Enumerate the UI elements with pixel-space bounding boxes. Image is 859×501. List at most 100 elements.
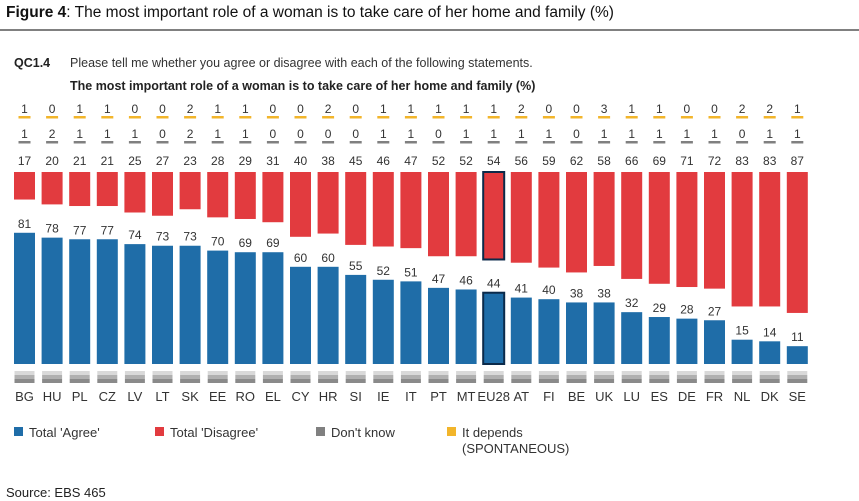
- question-code: QC1.4: [14, 56, 50, 70]
- flag-stripe: [511, 379, 532, 383]
- agree-label: 47: [432, 272, 446, 286]
- disagree-bar: [566, 172, 587, 273]
- at-flag-icon: [511, 371, 532, 383]
- flag-stripe: [97, 379, 118, 383]
- it-depends-label: 0: [49, 102, 56, 116]
- agree-bar: [152, 245, 173, 364]
- agree-label: 40: [542, 283, 556, 297]
- disagree-label: 87: [791, 154, 805, 168]
- disagree-label: 28: [211, 154, 225, 168]
- dont-know-bar: [156, 141, 169, 144]
- disagree-label: 17: [18, 154, 32, 168]
- flag-stripe: [704, 375, 725, 379]
- flag-stripe: [483, 371, 504, 375]
- category-label: AT: [513, 389, 529, 404]
- agree-bar: [41, 237, 63, 364]
- it-depends-bar: [128, 116, 141, 119]
- flag-stripe: [428, 371, 449, 375]
- legend-label: It depends: [462, 425, 523, 440]
- it-depends-bar: [625, 116, 638, 119]
- it-depends-bar: [460, 116, 473, 119]
- flag-stripe: [97, 371, 118, 375]
- disagree-bar: [482, 171, 506, 261]
- flag-stripe: [621, 371, 642, 375]
- dont-know-bar: [515, 141, 528, 144]
- dont-know-label: 1: [132, 127, 139, 141]
- category-label: SK: [181, 389, 199, 404]
- it-depends-label: 1: [628, 102, 635, 116]
- flag-stripe: [235, 371, 256, 375]
- it-depends-label: 2: [766, 102, 773, 116]
- agree-label: 15: [735, 324, 749, 338]
- si-flag-icon: [345, 371, 366, 383]
- dont-know-label: 1: [656, 127, 663, 141]
- disagree-label: 54: [487, 154, 501, 168]
- flag-stripe: [759, 379, 780, 383]
- agree-label: 44: [487, 277, 501, 291]
- agree-bar: [455, 289, 477, 364]
- flag-stripe: [676, 371, 697, 375]
- disagree-bar: [538, 172, 560, 268]
- ee-flag-icon: [207, 371, 228, 383]
- cy-flag-icon: [290, 371, 311, 383]
- agree-label: 73: [156, 230, 170, 244]
- disagree-label: 72: [708, 154, 722, 168]
- lv-flag-icon: [124, 371, 145, 383]
- it-depends-label: 3: [601, 102, 608, 116]
- category-label: IT: [405, 389, 417, 404]
- cz-flag-icon: [97, 371, 118, 383]
- it-depends-bar: [156, 116, 169, 119]
- it-depends-bar: [763, 116, 776, 119]
- dont-know-bar: [708, 141, 721, 144]
- flag-stripe: [566, 375, 587, 379]
- fi-flag-icon: [538, 371, 559, 383]
- dont-know-label: 1: [21, 127, 28, 141]
- flag-stripe: [152, 371, 173, 375]
- category-label: PL: [72, 389, 88, 404]
- flag-stripe: [538, 379, 559, 383]
- agree-label: 77: [73, 223, 87, 237]
- dont-know-label: 1: [214, 127, 221, 141]
- disagree-bar: [648, 172, 670, 284]
- agree-label: 27: [708, 304, 722, 318]
- flag-stripe: [373, 371, 394, 375]
- disagree-label: 46: [377, 154, 391, 168]
- agree-bar: [704, 320, 725, 364]
- disagree-bar: [704, 172, 725, 289]
- flag-stripe: [732, 375, 753, 379]
- flag-stripe: [14, 379, 35, 383]
- category-label: RO: [236, 389, 256, 404]
- disagree-label: 71: [680, 154, 694, 168]
- dont-know-bar: [625, 141, 638, 144]
- disagree-label: 23: [183, 154, 197, 168]
- disagree-label: 66: [625, 154, 639, 168]
- flag-stripe: [97, 375, 118, 379]
- agree-bar: [482, 291, 506, 365]
- it-depends-label: 1: [435, 102, 442, 116]
- disagree-bar: [428, 172, 449, 257]
- disagree-label: 21: [73, 154, 87, 168]
- figure-title: Figure 4: The most important role of a w…: [6, 4, 614, 22]
- it-depends-label: 0: [132, 102, 139, 116]
- flag-stripe: [649, 371, 670, 375]
- flag-stripe: [180, 371, 201, 375]
- agree-bar: [648, 317, 670, 364]
- agree-bar: [317, 266, 339, 364]
- flag-stripe: [456, 379, 477, 383]
- flag-stripe: [400, 371, 421, 375]
- it-depends-label: 2: [518, 102, 525, 116]
- it-depends-label: 0: [684, 102, 691, 116]
- legend-swatch: [155, 427, 164, 436]
- dont-know-label: 1: [684, 127, 691, 141]
- flag-stripe: [373, 375, 394, 379]
- flag-stripe: [483, 375, 504, 379]
- flag-stripe: [621, 379, 642, 383]
- it-depends-label: 1: [76, 102, 83, 116]
- agree-bar: [759, 341, 781, 364]
- ie-flag-icon: [373, 371, 394, 383]
- flag-stripe: [759, 375, 780, 379]
- agree-bar: [96, 239, 118, 364]
- it-depends-bar: [736, 116, 749, 119]
- agree-label: 32: [625, 296, 639, 310]
- it-depends-bar: [46, 116, 59, 119]
